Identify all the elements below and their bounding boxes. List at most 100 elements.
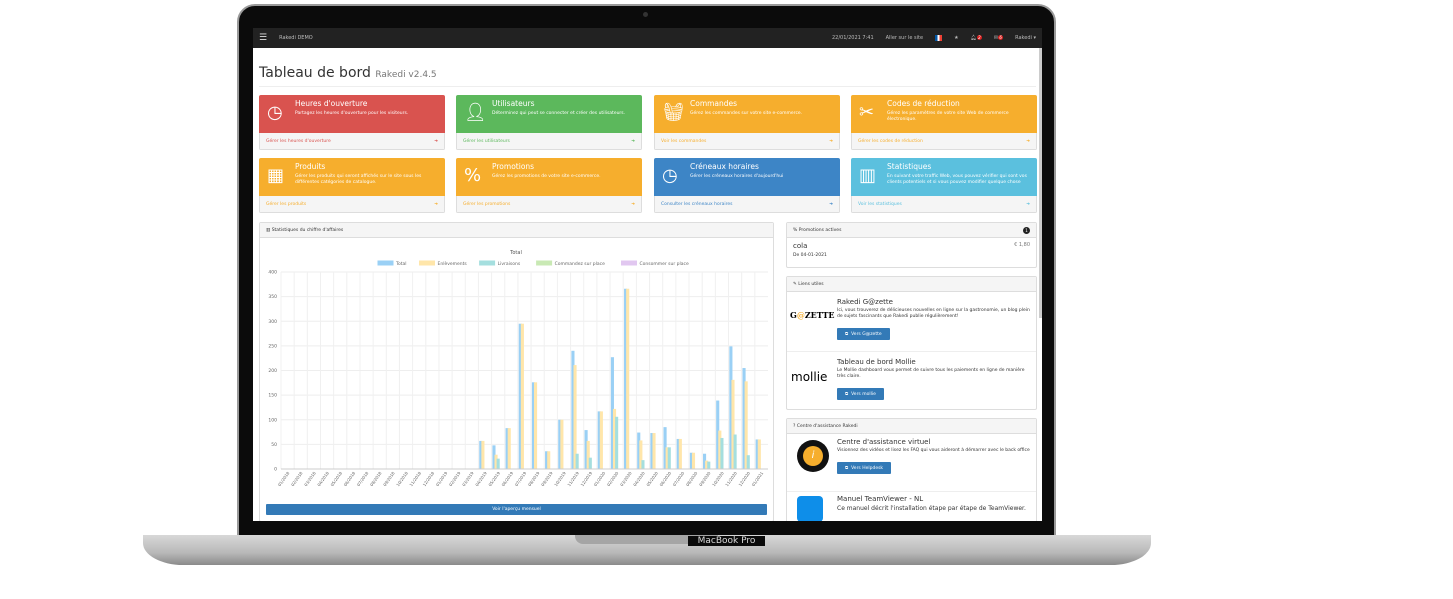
bar-enl-vements[interactable] <box>757 439 761 470</box>
bar-livraisons[interactable] <box>667 447 671 470</box>
useful-links-panel: ✎ Liens utiles G@ZETTE Rakedi G@zette Ic… <box>786 276 1037 410</box>
bar-livraisons[interactable] <box>615 416 619 470</box>
legend-label[interactable]: Enlèvements <box>438 260 468 267</box>
x-tick-label: 03/2018 <box>303 470 317 487</box>
x-tick-label: 12/2019 <box>579 470 593 487</box>
bar-enl-vements[interactable] <box>691 452 696 470</box>
card-link[interactable]: Voir les statistiques ➜ <box>851 196 1037 213</box>
bar-enl-vements[interactable] <box>534 382 538 470</box>
datetime: 22/01/2021 7:41 <box>831 35 874 41</box>
user-menu[interactable]: Rakedi ▾ <box>1015 35 1036 41</box>
card-link[interactable]: Gérer les codes de réduction ➜ <box>851 133 1037 150</box>
legend-swatch[interactable] <box>479 260 496 266</box>
clock-icon: ◷ <box>267 102 283 123</box>
page-title: Tableau de bord Rakedi v2.4.5 <box>259 65 437 81</box>
x-tick-label: 03/2020 <box>619 470 633 487</box>
card-link[interactable]: Gérer les produits ➜ <box>259 196 445 213</box>
user-icon: 👤︎ <box>464 102 487 123</box>
legend-swatch[interactable] <box>536 260 553 266</box>
bar-livraisons[interactable] <box>496 458 500 470</box>
y-tick-label: 50 <box>271 442 277 448</box>
scrollbar[interactable] <box>1039 48 1042 318</box>
bell-icon[interactable]: 🔔︎2 <box>970 35 982 41</box>
x-tick-label: 04/2019 <box>474 470 488 487</box>
msg-badge: 6 <box>998 35 1004 40</box>
card-desc: Gérez les paramètres de votre site Web d… <box>887 111 1009 122</box>
x-tick-label: 01/2020 <box>593 470 607 487</box>
arrow-circle-icon: ➜ <box>434 201 438 207</box>
x-tick-label: 10/2020 <box>711 470 725 487</box>
bar-enl-vements[interactable] <box>547 451 551 470</box>
star-icon[interactable]: ★ <box>954 35 959 41</box>
legend-swatch[interactable] <box>621 260 637 266</box>
bar-enl-vements[interactable] <box>599 411 603 470</box>
card-codes-de-r-duction: ✂ Codes de réduction Gérez les paramètres … <box>851 95 1037 150</box>
promotion-item[interactable]: cola De 04-01-2021 € 1,80 <box>793 242 1030 258</box>
bar-enl-vements[interactable] <box>573 365 577 470</box>
cubes-icon: ▦ <box>267 165 285 186</box>
bar-enl-vements[interactable] <box>507 428 511 470</box>
legend-swatch[interactable] <box>377 260 394 266</box>
mollie-logo: mollie <box>791 370 828 384</box>
bar-chart-icon: ▥ <box>859 165 877 186</box>
bar-enl-vements[interactable] <box>481 440 485 470</box>
card-link[interactable]: Gérer les utilisateurs ➜ <box>456 133 642 150</box>
gazette-button[interactable]: ⧉ Vers G@zette <box>837 328 890 340</box>
bar-livraisons[interactable] <box>720 437 724 470</box>
x-tick-label: 12/2018 <box>422 470 436 487</box>
site-link[interactable]: Aller sur le site <box>885 35 924 41</box>
panel-heading: ▥ Statistiques du chiffre d'affaires <box>260 223 773 238</box>
bar-livraisons[interactable] <box>733 434 737 470</box>
x-tick-label: 04/2020 <box>632 470 646 487</box>
legend-label[interactable]: Livraisons <box>498 261 521 267</box>
percent-icon: % <box>464 165 482 186</box>
bar-livraisons[interactable] <box>707 461 711 470</box>
card-link[interactable]: Gérer les heures d'ouverture ➜ <box>259 133 445 150</box>
legend-label[interactable]: Total <box>395 261 407 267</box>
bar-enl-vements[interactable] <box>560 419 564 470</box>
card-link[interactable]: Voir les commandes ➜ <box>654 133 840 150</box>
x-tick-label: 01/2019 <box>435 470 449 487</box>
card-desc: Partagez les heures d'ouverture pour les… <box>295 111 409 116</box>
bar-livraisons[interactable] <box>588 457 592 470</box>
monthly-overview-button[interactable]: Voir l'aperçu mensuel <box>266 504 767 515</box>
x-tick-label: 02/2018 <box>290 470 304 487</box>
legend-label[interactable]: Consommer sur place <box>640 261 689 267</box>
envelope-icon[interactable]: ✉6 <box>993 35 1004 41</box>
bar-enl-vements[interactable] <box>678 438 682 470</box>
question-icon: ? <box>793 424 796 429</box>
card-desc: Déterminez qui peut se connecter et crée… <box>492 111 626 116</box>
help-center-panel: ? Centre d'assistance Rakedi i Centre d'… <box>786 418 1037 521</box>
x-tick-label: 11/2018 <box>408 470 422 487</box>
gazette-logo: G@ZETTE <box>790 310 835 320</box>
x-tick-label: 06/2020 <box>658 470 672 487</box>
bar-livraisons[interactable] <box>746 455 750 470</box>
menu-icon[interactable]: ☰ <box>259 33 268 43</box>
bar-enl-vements[interactable] <box>520 323 524 470</box>
legend-swatch[interactable] <box>419 260 435 266</box>
y-tick-label: 350 <box>268 294 277 300</box>
bar-livraisons[interactable] <box>575 453 579 470</box>
notif-badge: 2 <box>976 35 982 40</box>
link-item-mollie: mollie Tableau de bord Mollie Le Mollie … <box>787 352 1036 412</box>
x-tick-label: 03/2019 <box>461 470 475 487</box>
flag-fr-icon[interactable] <box>935 35 943 41</box>
legend-label[interactable]: Commandez sur place <box>555 261 606 267</box>
card-statistiques: ▥ Statistiques En suivant votre traffic We… <box>851 158 1037 213</box>
mollie-button[interactable]: ⧉ Vers mollie <box>837 388 884 400</box>
card-title: Utilisateurs <box>492 99 535 108</box>
scissors-icon: ✂ <box>859 102 875 123</box>
x-tick-label: 08/2018 <box>369 470 383 487</box>
y-tick-label: 100 <box>268 417 277 423</box>
card-link[interactable]: Consulter les créneaux horaires ➜ <box>654 196 840 213</box>
bar-livraisons[interactable] <box>641 460 645 470</box>
helpdesk-button[interactable]: ⧉ Vers Helpdesk <box>837 462 892 474</box>
bar-enl-vements[interactable] <box>652 433 656 470</box>
x-tick-label: 02/2020 <box>606 470 620 487</box>
x-tick-label: 09/2018 <box>382 470 396 487</box>
card-link[interactable]: Gérer les promotions ➜ <box>456 196 642 213</box>
bar-enl-vements[interactable] <box>626 288 630 470</box>
x-tick-label: 05/2020 <box>645 470 659 487</box>
y-tick-label: 250 <box>268 343 277 349</box>
app-name[interactable]: Rakedi DEMO <box>279 35 313 41</box>
